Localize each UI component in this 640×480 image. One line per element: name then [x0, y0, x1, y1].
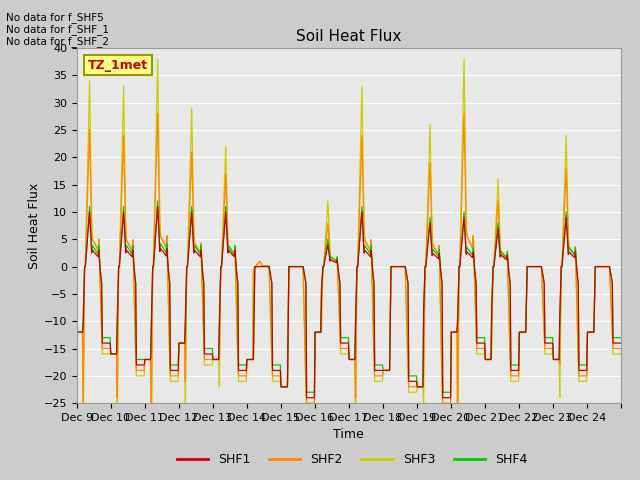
- Line: SHF2: SHF2: [77, 114, 621, 420]
- SHF3: [238, 378, 246, 384]
- SHF3: [154, 56, 161, 62]
- SHF3: [617, 351, 625, 357]
- SHF1: [154, 204, 161, 209]
- Legend: SHF1, SHF2, SHF3, SHF4: SHF1, SHF2, SHF3, SHF4: [172, 448, 532, 471]
- SHF3: [437, 313, 445, 319]
- Text: No data for f_SHF_1: No data for f_SHF_1: [6, 24, 109, 35]
- SHF4: [617, 335, 625, 340]
- SHF1: [73, 329, 81, 335]
- Text: No data for f_SHF_2: No data for f_SHF_2: [6, 36, 109, 47]
- Text: TZ_1met: TZ_1met: [88, 59, 148, 72]
- SHF3: [285, 264, 293, 269]
- SHF1: [303, 395, 310, 401]
- SHF3: [406, 389, 414, 395]
- SHF2: [154, 111, 161, 117]
- SHF2: [617, 346, 625, 351]
- SHF1: [437, 268, 445, 274]
- Text: No data for f_SHF5: No data for f_SHF5: [6, 12, 104, 23]
- SHF1: [137, 362, 145, 368]
- SHF2: [73, 329, 81, 335]
- SHF1: [237, 368, 245, 373]
- SHF2: [437, 313, 445, 319]
- X-axis label: Time: Time: [333, 429, 364, 442]
- SHF4: [264, 264, 272, 269]
- SHF3: [73, 329, 81, 335]
- SHF1: [285, 264, 292, 269]
- SHF4: [73, 329, 81, 335]
- SHF4: [303, 389, 310, 395]
- SHF4: [154, 198, 161, 204]
- Line: SHF1: SHF1: [77, 206, 621, 398]
- Title: Soil Heat Flux: Soil Heat Flux: [296, 29, 401, 44]
- Line: SHF3: SHF3: [77, 59, 621, 474]
- SHF3: [147, 471, 155, 477]
- SHF2: [238, 373, 246, 379]
- SHF2: [265, 263, 273, 268]
- SHF2: [147, 417, 155, 422]
- SHF3: [137, 373, 145, 379]
- SHF1: [617, 340, 625, 346]
- SHF4: [285, 264, 292, 269]
- SHF2: [137, 368, 145, 373]
- SHF4: [137, 357, 145, 362]
- SHF1: [406, 378, 414, 384]
- Y-axis label: Soil Heat Flux: Soil Heat Flux: [28, 182, 41, 269]
- SHF4: [437, 267, 445, 273]
- SHF4: [237, 362, 245, 368]
- SHF2: [285, 264, 293, 269]
- SHF3: [265, 263, 273, 269]
- Line: SHF4: SHF4: [77, 201, 621, 392]
- SHF2: [406, 384, 414, 390]
- SHF1: [264, 264, 272, 269]
- SHF4: [406, 373, 414, 379]
